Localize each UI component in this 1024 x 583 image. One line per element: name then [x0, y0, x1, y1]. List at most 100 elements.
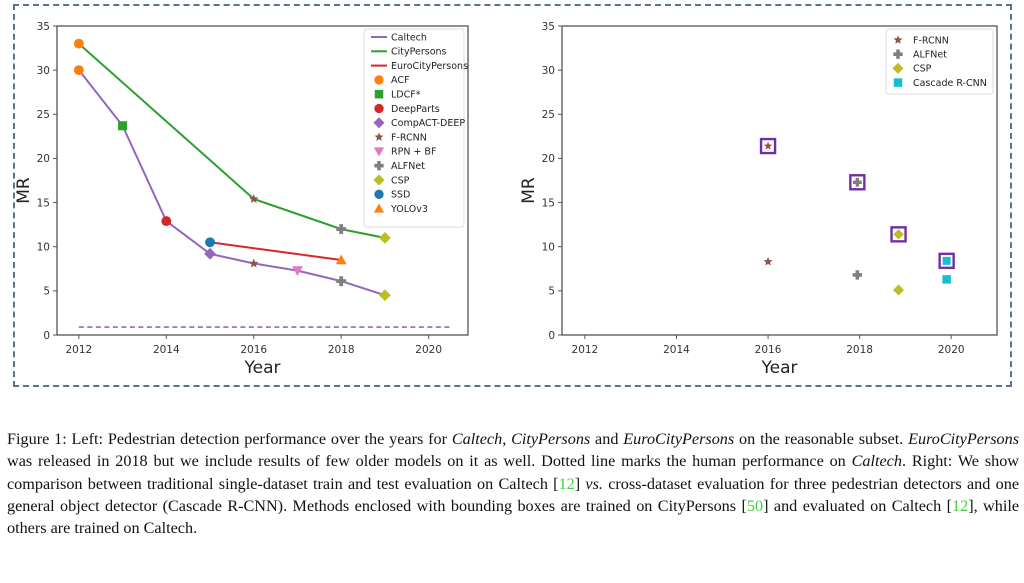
legend-item-ldcf: LDCF*: [374, 90, 421, 101]
data-point-csp-same-dataset: [893, 284, 905, 296]
marker-star: [763, 141, 773, 150]
y-tick-label: 5: [548, 286, 555, 298]
legend-marker-square-icon: [893, 78, 903, 87]
citation-link[interactable]: 12: [952, 496, 969, 515]
x-tick-label: 2018: [846, 344, 873, 356]
data-point-f-rcnn: [249, 194, 259, 204]
legend-label: EuroCityPersons: [391, 61, 468, 72]
marker-square: [942, 256, 951, 265]
x-axis-label: Year: [761, 358, 798, 378]
caption-text: Figure 1: Left: Pedestrian detection per…: [7, 428, 1019, 539]
x-tick-label: 2018: [328, 344, 355, 356]
legend-marker-diamond-icon: [373, 174, 385, 186]
legend-item-caltech: Caltech: [371, 32, 427, 43]
legend-item-alfnet: ALFNet: [374, 161, 425, 172]
legend-label: F-RCNN: [391, 132, 427, 143]
y-tick-label: 35: [542, 21, 555, 33]
y-axis-label: MR: [519, 177, 539, 204]
legend-marker-triangle-up-icon: [373, 203, 385, 213]
legend-marker-circle-icon: [374, 189, 384, 199]
caption-segment: ]: [574, 474, 586, 493]
data-point-f-rcnn-cross-dataset: [759, 137, 777, 155]
legend-box: [363, 28, 465, 228]
caption-segment: EuroCityPersons: [623, 430, 735, 448]
y-tick-label: 25: [37, 109, 50, 121]
caption-segment: ] and evaluated on Caltech [: [763, 496, 952, 515]
data-point-alfnet-cross-dataset: [849, 174, 866, 191]
data-point-deepparts: [161, 216, 172, 227]
caption-segment: on the reasonable subset.: [734, 430, 909, 448]
data-point-csp: [379, 232, 391, 244]
legend-marker-circle-icon: [374, 103, 384, 114]
data-point-acf: [73, 38, 84, 49]
y-axis-label: MR: [14, 177, 34, 204]
legend-item-citypersons: CityPersons: [371, 47, 447, 58]
legend-label: Caltech: [391, 32, 427, 43]
legend-label: DeepParts: [391, 104, 440, 115]
figure-frame: [13, 4, 1012, 387]
caption-segment: and: [590, 430, 624, 448]
legend-item-f-rcnn: F-RCNN: [374, 132, 427, 143]
caption-segment: CityPersons: [511, 430, 591, 448]
legend-marker-star-icon: [893, 35, 903, 44]
marker-square: [942, 275, 951, 284]
caption-segment: ,: [502, 430, 512, 448]
data-point-alfnet-same-dataset: [852, 270, 863, 280]
legend-label: ALFNet: [913, 50, 947, 61]
y-tick-label: 30: [542, 65, 555, 77]
legend-label: LDCF*: [391, 90, 421, 101]
data-point-rpn-bf: [292, 266, 303, 276]
caption-segment: . Right: We show comparison between trad…: [7, 452, 1019, 493]
x-tick-label: 2016: [755, 344, 782, 356]
y-tick-label: 10: [542, 242, 555, 254]
legend-marker-triangle-down-icon: [373, 147, 385, 157]
legend-item-csp: CSP: [892, 62, 932, 75]
citation-link[interactable]: 50: [746, 496, 764, 515]
y-tick-label: 5: [43, 286, 50, 298]
y-tick-label: 10: [37, 242, 50, 254]
legend-label: CityPersons: [391, 47, 447, 58]
legend-label: Cascade R-CNN: [913, 78, 987, 89]
y-tick-label: 15: [37, 197, 50, 209]
figure-caption: Figure 1: Left: Pedestrian detection per…: [7, 428, 1019, 539]
series-line-eurocitypersons: [209, 241, 342, 261]
y-tick-label: 0: [548, 330, 555, 342]
y-tick-label: 35: [37, 21, 50, 33]
caption-segment: ], while others are trained on Caltech.: [7, 496, 1020, 538]
legend-marker-plus-icon: [893, 49, 903, 59]
y-tick-label: 30: [37, 65, 50, 77]
legend-label: ALFNet: [391, 161, 425, 172]
legend-marker-diamond-icon: [892, 62, 904, 74]
citation-link[interactable]: 12: [558, 474, 575, 493]
legend-label: CompACT-DEEP: [391, 118, 465, 129]
legend-item-acf: ACF: [374, 75, 409, 86]
data-point-alfnet: [336, 276, 347, 287]
y-tick-label: 15: [542, 197, 555, 209]
caption-segment: Figure 1: Left: Pedestrian detection per…: [7, 430, 452, 448]
legend-label: F-RCNN: [913, 35, 949, 46]
data-point-cascade-r-cnn-same-dataset: [942, 275, 951, 284]
data-point-ssd: [205, 237, 215, 248]
data-point-ldcf: [118, 121, 128, 131]
y-tick-label: 25: [542, 109, 555, 121]
caption-segment: Caltech: [851, 452, 902, 471]
legend-item-yolov3: YOLOv3: [373, 203, 428, 215]
y-tick-label: 20: [542, 153, 555, 165]
legend-item-compact-deep: CompACT-DEEP: [373, 117, 465, 129]
legend-marker-star-icon: [374, 132, 384, 141]
y-tick-label: 20: [37, 153, 50, 165]
legend-item-ssd: SSD: [374, 190, 410, 201]
plot-area-frame: [56, 25, 469, 336]
legend-marker-plus-icon: [374, 161, 384, 171]
caption-segment: vs.: [585, 474, 603, 493]
legend-label: YOLOv3: [390, 204, 428, 215]
marker-plus: [852, 177, 862, 187]
series-line-caltech: [78, 69, 386, 297]
x-tick-label: 2012: [65, 344, 92, 356]
legend-item-rpn-bf: RPN + BF: [373, 147, 436, 158]
caption-segment: was released in 2018 but we include resu…: [7, 452, 852, 471]
caption-segment: EuroCityPersons: [908, 430, 1020, 448]
legend-marker-circle-icon: [374, 75, 384, 85]
x-tick-label: 2012: [572, 344, 599, 356]
legend-label: CSP: [391, 175, 410, 186]
